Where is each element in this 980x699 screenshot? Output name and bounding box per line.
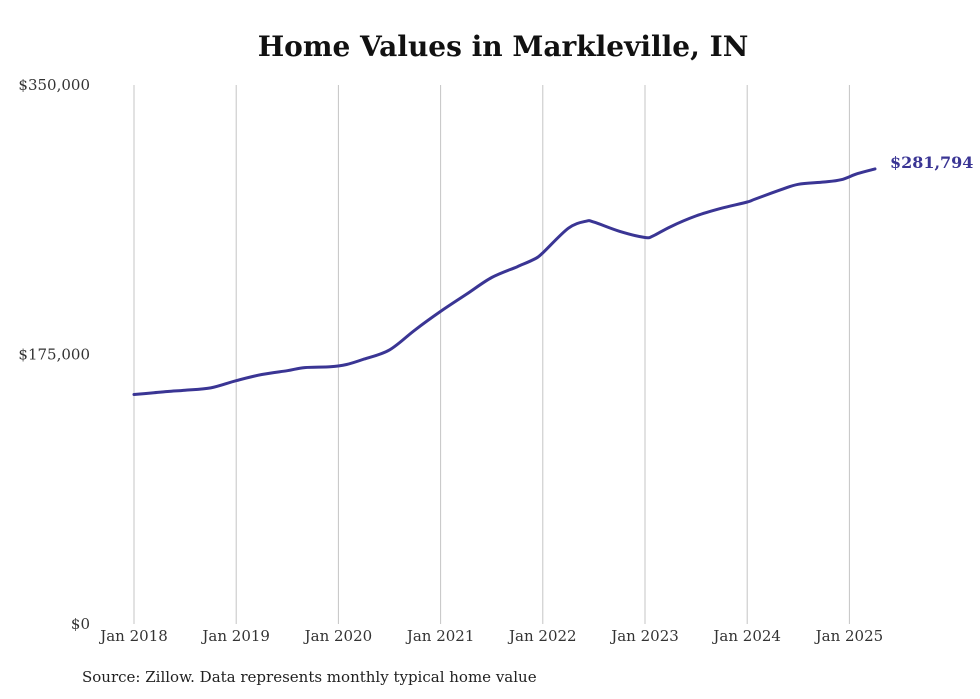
x-tick-label: Jan 2021 — [405, 627, 475, 645]
x-tick-label: Jan 2019 — [200, 627, 270, 645]
y-tick-label: $0 — [71, 615, 90, 633]
x-tick-label: Jan 2020 — [303, 627, 373, 645]
chart-title: Home Values in Markleville, IN — [257, 30, 749, 63]
x-tick-label: Jan 2018 — [98, 627, 168, 645]
x-tick-label: Jan 2023 — [609, 627, 679, 645]
x-tick-label: Jan 2022 — [507, 627, 577, 645]
series-line — [132, 167, 877, 396]
y-tick-label: $175,000 — [18, 346, 90, 364]
x-tick-label: Jan 2024 — [711, 627, 781, 645]
x-tick-label: Jan 2025 — [814, 627, 884, 645]
y-tick-label: $350,000 — [18, 76, 90, 94]
end-value-label: $281,794 — [890, 153, 974, 172]
source-note: Source: Zillow. Data represents monthly … — [82, 668, 537, 686]
